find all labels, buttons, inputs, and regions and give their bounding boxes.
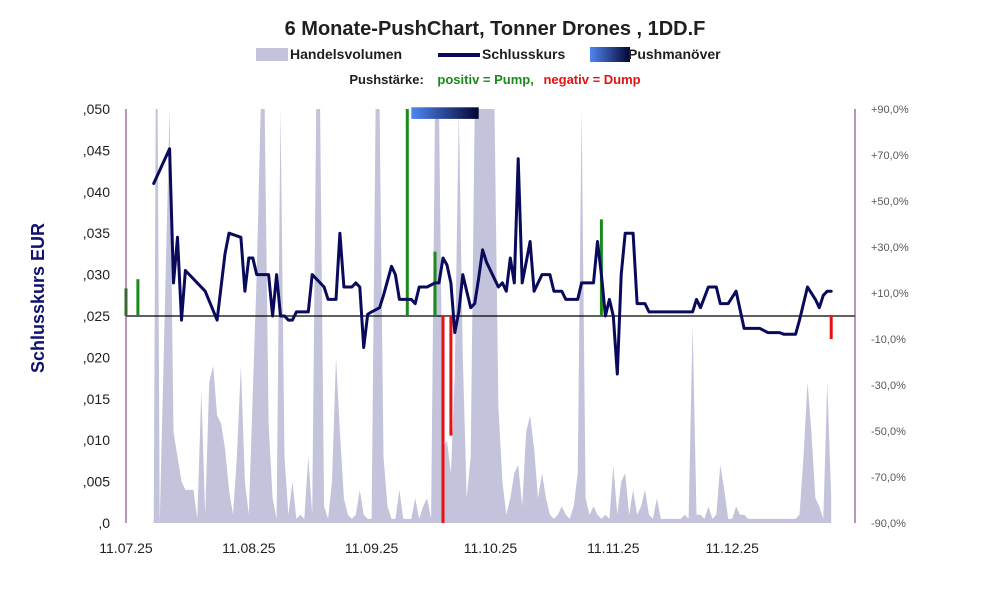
push-strength-legend: Pushstärke: positiv = Pump, negativ = Du… xyxy=(349,72,640,87)
push-strength-prefix: Pushstärke: xyxy=(349,72,423,87)
y-tick-label: ,045 xyxy=(83,142,110,158)
legend-swatch-push xyxy=(590,47,630,62)
y-tick-label: ,050 xyxy=(83,101,110,117)
y2-tick-label: -50,0% xyxy=(871,426,906,438)
y2-tick-label: +10,0% xyxy=(871,288,909,300)
push-manoever-band xyxy=(411,107,479,119)
push-strength-bar xyxy=(136,279,140,316)
y-tick-label: ,010 xyxy=(83,432,110,448)
y-tick-label: ,040 xyxy=(83,184,110,200)
legend-label-volume: Handelsvolumen xyxy=(290,46,402,62)
y-tick-label: ,015 xyxy=(83,391,110,407)
y2-tick-label: +90,0% xyxy=(871,104,909,116)
y-tick-label: ,030 xyxy=(83,267,110,283)
x-tick-label: 11.08.25 xyxy=(222,540,276,556)
y-tick-label: ,035 xyxy=(83,225,110,241)
x-tick-label: 11.07.25 xyxy=(99,540,153,556)
push-strength-bar xyxy=(829,316,833,339)
plot-area: ,050 ,045 ,040 ,035 ,030 ,025 ,020 ,015 ,010 ,005… xyxy=(83,101,909,556)
x-tick-label: 11.10.25 xyxy=(464,540,518,556)
y-tick-label: ,020 xyxy=(83,349,110,365)
legend-swatch-volume xyxy=(256,48,288,61)
legend-label-close: Schlusskurs xyxy=(482,46,565,62)
push-strength-bar xyxy=(405,109,409,316)
push-strength-bar xyxy=(441,316,445,523)
close-price-line xyxy=(152,147,833,376)
x-tick-label: 11.09.25 xyxy=(345,540,399,556)
x-tick-label: 11.12.25 xyxy=(705,540,759,556)
y2-tick-label: +50,0% xyxy=(871,196,909,208)
y-tick-label: ,025 xyxy=(83,308,110,324)
y2-tick-label: +30,0% xyxy=(871,242,909,254)
legend: Handelsvolumen Schlusskurs Pushmanöver xyxy=(256,46,721,62)
y2-tick-label: -30,0% xyxy=(871,380,906,392)
push-strength-negative: negativ = Dump xyxy=(543,72,640,87)
y2-tick-label: -10,0% xyxy=(871,334,906,346)
push-strength-positive: positiv = Pump, xyxy=(437,72,533,87)
y2-tick-label: +70,0% xyxy=(871,150,909,162)
y-tick-label: ,0 xyxy=(98,515,110,531)
y-axis-label: Schlusskurs EUR xyxy=(28,223,48,373)
x-tick-label: 11.11.25 xyxy=(587,540,640,556)
push-strength-bar xyxy=(449,316,453,436)
legend-label-push: Pushmanöver xyxy=(628,46,721,62)
y2-tick-label: -70,0% xyxy=(871,472,906,484)
y2-tick-label: -90,0% xyxy=(871,518,906,530)
chart-title: 6 Monate-PushChart, Tonner Drones , 1DD.… xyxy=(285,18,706,40)
y-tick-label: ,005 xyxy=(83,474,110,490)
